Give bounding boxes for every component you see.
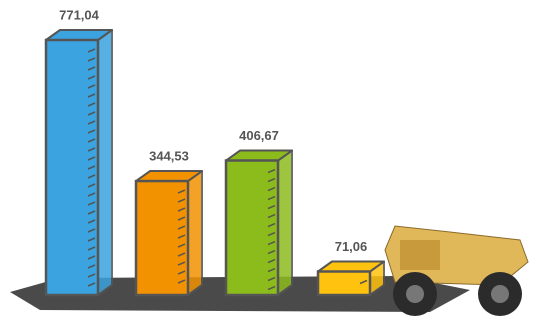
bar [134,179,190,297]
bar-hatch [87,174,96,179]
bar-hatch [177,198,186,203]
bar-hatch [267,186,276,192]
bar-hatch [87,102,96,107]
bar-hatch [267,285,276,291]
bar-hatch [87,246,96,251]
bar-hatch [87,138,96,143]
bar-hatch [87,120,96,125]
bar-hatch [87,165,96,170]
bar-hatch [177,261,186,266]
bar-hatch [177,270,186,275]
bar-hatch [177,252,186,257]
bar-hatch [87,111,96,116]
bar-hatch [87,228,96,233]
truck [384,225,529,316]
value-label: 771,04 [59,7,100,22]
bar-hatch [87,192,96,197]
bar-hatch [87,183,96,188]
bar-hatch [87,48,96,53]
bar-hatch [267,213,276,219]
bar-hatch [267,231,276,237]
bar-hatch [177,216,186,221]
bar-hatch [87,84,96,89]
bar-hatch [177,225,186,230]
bar [316,270,372,297]
bar-hatch [87,219,96,224]
bar-side [97,29,113,296]
bar-hatch [87,273,96,278]
bar-hatch [87,75,96,80]
bar-hatch [267,276,276,282]
bar-hatch [87,147,96,152]
bar-hatch [87,156,96,161]
bar-hatch [177,234,186,239]
bar [224,159,280,297]
bar [44,38,100,297]
value-label: 406,67 [239,128,279,143]
bar-hatch [87,210,96,215]
bar-hatch [177,189,186,194]
bar-hatch [87,282,96,287]
bar-hatch [87,255,96,260]
bar-hatch [177,279,186,284]
value-label: 344,53 [149,148,189,163]
bar-hatch [267,258,276,264]
bar-hatch [359,279,368,285]
value-label: 71,06 [335,239,368,254]
bar-hatch [267,249,276,255]
bar-hatch [267,222,276,228]
bar-hatch [177,243,186,248]
bar-hatch [87,57,96,62]
bar-hatch [267,177,276,183]
bar-hatch [267,240,276,246]
bar-side [277,149,293,296]
bar-hatch [87,201,96,206]
bar-hatch [267,168,276,174]
bar-hatch [177,207,186,212]
bar-hatch [267,195,276,201]
bar-hatch [87,129,96,134]
bar-hatch [267,204,276,210]
bar-hatch [87,93,96,98]
bar-side [187,170,203,296]
bar-hatch [87,264,96,269]
bar-hatch [87,66,96,71]
bar-hatch [267,267,276,273]
bar-hatch [87,237,96,242]
